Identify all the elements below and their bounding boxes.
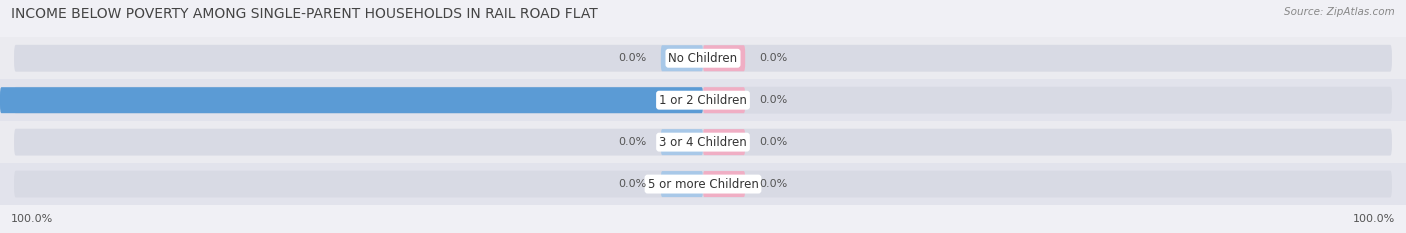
- Text: 0.0%: 0.0%: [759, 179, 787, 189]
- FancyBboxPatch shape: [0, 87, 703, 113]
- Text: 0.0%: 0.0%: [619, 53, 647, 63]
- FancyBboxPatch shape: [703, 129, 745, 155]
- FancyBboxPatch shape: [0, 37, 1406, 79]
- Text: 100.0%: 100.0%: [1353, 214, 1395, 224]
- FancyBboxPatch shape: [661, 171, 703, 197]
- Text: 0.0%: 0.0%: [759, 95, 787, 105]
- FancyBboxPatch shape: [14, 129, 1392, 156]
- FancyBboxPatch shape: [703, 45, 745, 71]
- Text: 100.0%: 100.0%: [11, 214, 53, 224]
- Text: 0.0%: 0.0%: [619, 137, 647, 147]
- Text: 5 or more Children: 5 or more Children: [648, 178, 758, 191]
- FancyBboxPatch shape: [661, 129, 703, 155]
- FancyBboxPatch shape: [14, 171, 1392, 198]
- Text: No Children: No Children: [668, 52, 738, 65]
- FancyBboxPatch shape: [661, 45, 703, 71]
- Text: Source: ZipAtlas.com: Source: ZipAtlas.com: [1284, 7, 1395, 17]
- Text: INCOME BELOW POVERTY AMONG SINGLE-PARENT HOUSEHOLDS IN RAIL ROAD FLAT: INCOME BELOW POVERTY AMONG SINGLE-PARENT…: [11, 7, 598, 21]
- FancyBboxPatch shape: [703, 87, 745, 113]
- FancyBboxPatch shape: [14, 87, 1392, 114]
- Text: 0.0%: 0.0%: [759, 137, 787, 147]
- FancyBboxPatch shape: [0, 163, 1406, 205]
- Text: 0.0%: 0.0%: [759, 53, 787, 63]
- FancyBboxPatch shape: [703, 171, 745, 197]
- FancyBboxPatch shape: [0, 79, 1406, 121]
- Text: 1 or 2 Children: 1 or 2 Children: [659, 94, 747, 107]
- Text: 0.0%: 0.0%: [619, 179, 647, 189]
- Text: 3 or 4 Children: 3 or 4 Children: [659, 136, 747, 149]
- FancyBboxPatch shape: [14, 45, 1392, 72]
- FancyBboxPatch shape: [0, 121, 1406, 163]
